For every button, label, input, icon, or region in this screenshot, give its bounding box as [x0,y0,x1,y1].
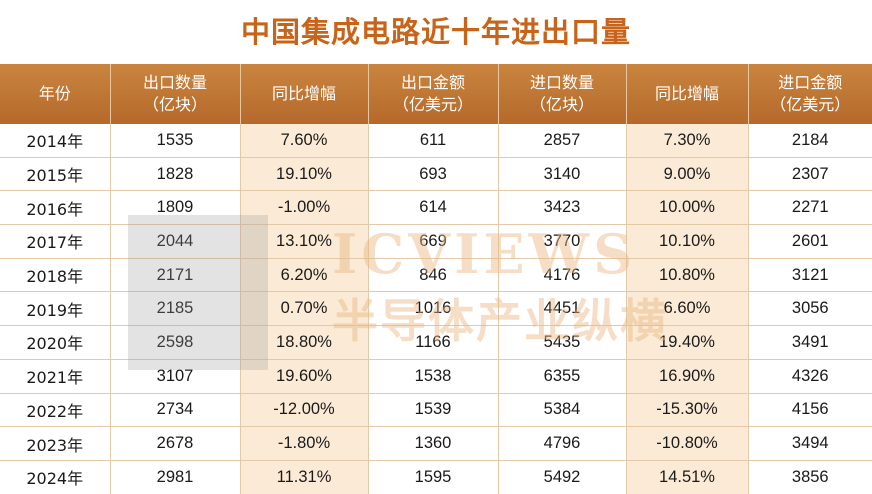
table-body: 2014年 1535 7.60% 611 2857 7.30% 2184 2015年 1828 1… [0,124,872,494]
value-cell: 693 [368,157,499,192]
value-cell: 4796 [498,426,627,461]
value-cell: 0.70% [240,291,369,327]
value-cell: 5492 [498,460,627,494]
value-cell: 1538 [368,359,499,394]
value-cell: 19.60% [240,359,369,394]
value-cell: 2184 [748,124,872,158]
value-cell: 2307 [748,157,872,192]
table-row: 2019年 2185 0.70% 1016 4451 6.60% 3056 [0,291,872,327]
value-cell: 19.10% [240,157,369,192]
value-cell: 846 [368,258,499,293]
value-cell: 3491 [748,325,872,360]
table-row: 2016年 1809 -1.00% 614 3423 10.00% 2271 [0,190,872,226]
value-cell: 1016 [368,291,499,327]
value-cell: 3770 [498,224,627,259]
value-cell: 2044 [110,224,241,259]
value-cell: 3140 [498,157,627,192]
table-row: 2018年 2171 6.20% 846 4176 10.80% 3121 [0,258,872,293]
header-row: 年份 出口数量 （亿块） 同比增幅 出口金额 （亿美元） 进口数量 （亿块） 同比增幅… [0,64,872,124]
header-export-qty: 出口数量 （亿块） [110,64,241,124]
value-cell: 2601 [748,224,872,259]
table-row: 2021年 3107 19.60% 1538 6355 16.90% 4326 [0,359,872,394]
value-cell: 1595 [368,460,499,494]
value-cell: 2678 [110,426,241,461]
value-cell: -10.80% [626,426,749,461]
value-cell: 1166 [368,325,499,360]
value-cell: 2598 [110,325,241,360]
year-cell: 2016年 [0,190,111,226]
table-row: 2022年 2734 -12.00% 1539 5384 -15.30% 4156 [0,393,872,428]
header-export-yoy: 同比增幅 [240,64,369,124]
value-cell: 11.31% [240,460,369,494]
value-cell: 1360 [368,426,499,461]
year-cell: 2020年 [0,325,111,360]
value-cell: 4451 [498,291,627,327]
value-cell: 1828 [110,157,241,192]
header-import-amt: 进口金额 （亿美元） [748,64,872,124]
table-row: 2023年 2678 -1.80% 1360 4796 -10.80% 3494 [0,426,872,461]
value-cell: 4326 [748,359,872,394]
value-cell: 4176 [498,258,627,293]
value-cell: 614 [368,190,499,226]
value-cell: 7.30% [626,124,749,158]
value-cell: 3121 [748,258,872,293]
value-cell: 3107 [110,359,241,394]
value-cell: -15.30% [626,393,749,428]
value-cell: 14.51% [626,460,749,494]
header-import-yoy: 同比增幅 [626,64,749,124]
year-cell: 2018年 [0,258,111,293]
value-cell: 4156 [748,393,872,428]
value-cell: 10.00% [626,190,749,226]
year-cell: 2024年 [0,460,111,494]
page-title: 中国集成电路近十年进出口量 [240,15,631,49]
trade-table: 年份 出口数量 （亿块） 同比增幅 出口金额 （亿美元） 进口数量 （亿块） 同比增幅… [0,64,872,494]
value-cell: 5384 [498,393,627,428]
value-cell: 5435 [498,325,627,360]
value-cell: -12.00% [240,393,369,428]
value-cell: 1535 [110,124,241,158]
table-row: 2017年 2044 13.10% 669 3770 10.10% 2601 [0,224,872,259]
year-cell: 2017年 [0,224,111,259]
year-cell: 2019年 [0,291,111,327]
year-cell: 2022年 [0,393,111,428]
table-row: 2020年 2598 18.80% 1166 5435 19.40% 3491 [0,325,872,360]
value-cell: 10.80% [626,258,749,293]
table-row: 2014年 1535 7.60% 611 2857 7.30% 2184 [0,124,872,158]
value-cell: 2857 [498,124,627,158]
year-cell: 2014年 [0,124,111,158]
value-cell: 6.20% [240,258,369,293]
value-cell: 2734 [110,393,241,428]
table-row: 2015年 1828 19.10% 693 3140 9.00% 2307 [0,157,872,192]
value-cell: 10.10% [626,224,749,259]
value-cell: 3494 [748,426,872,461]
value-cell: 2981 [110,460,241,494]
value-cell: 6.60% [626,291,749,327]
value-cell: 669 [368,224,499,259]
value-cell: 3056 [748,291,872,327]
value-cell: 6355 [498,359,627,394]
value-cell: 3423 [498,190,627,226]
value-cell: 13.10% [240,224,369,259]
value-cell: 2185 [110,291,241,327]
value-cell: 18.80% [240,325,369,360]
value-cell: 3856 [791,467,829,486]
value-cell: 7.60% [240,124,369,158]
table-row: 2024年 2981 11.31% 1595 5492 14.51% 3856 [0,460,872,494]
value-cell: 1809 [110,190,241,226]
header-export-amt: 出口金额 （亿美元） [368,64,499,124]
value-cell: -1.80% [240,426,369,461]
value-cell: 16.90% [626,359,749,394]
value-cell: 1539 [368,393,499,428]
value-cell: 2171 [110,258,241,293]
year-cell: 2023年 [0,426,111,461]
value-cell: 2271 [748,190,872,226]
header-year: 年份 [0,64,111,124]
value-cell: -1.00% [240,190,369,226]
value-cell: 19.40% [626,325,749,360]
value-cell: 611 [368,124,499,158]
value-cell: 9.00% [626,157,749,192]
year-cell: 2021年 [0,359,111,394]
header-import-qty: 进口数量 （亿块） [498,64,627,124]
year-cell: 2015年 [0,157,111,192]
